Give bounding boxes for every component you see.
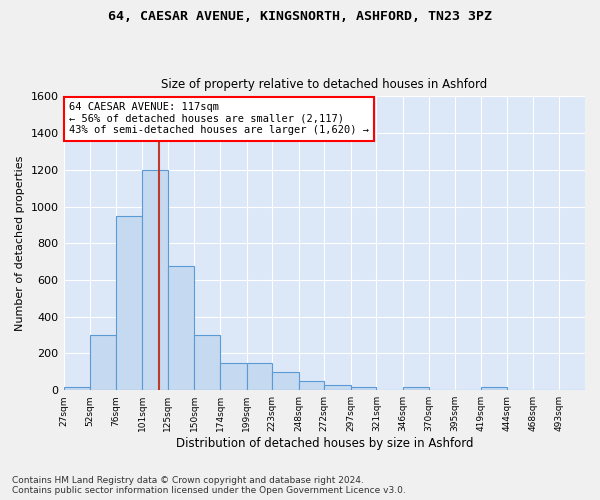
Bar xyxy=(299,381,324,390)
Text: 64, CAESAR AVENUE, KINGSNORTH, ASHFORD, TN23 3PZ: 64, CAESAR AVENUE, KINGSNORTH, ASHFORD, … xyxy=(108,10,492,23)
Bar xyxy=(142,170,168,390)
Bar xyxy=(168,266,194,390)
Bar xyxy=(351,386,376,390)
Text: 64 CAESAR AVENUE: 117sqm
← 56% of detached houses are smaller (2,117)
43% of sem: 64 CAESAR AVENUE: 117sqm ← 56% of detach… xyxy=(69,102,369,136)
Bar xyxy=(272,372,299,390)
Bar xyxy=(116,216,142,390)
Title: Size of property relative to detached houses in Ashford: Size of property relative to detached ho… xyxy=(161,78,487,91)
Bar xyxy=(220,362,247,390)
Y-axis label: Number of detached properties: Number of detached properties xyxy=(15,156,25,331)
Bar xyxy=(247,362,272,390)
Bar xyxy=(90,335,116,390)
X-axis label: Distribution of detached houses by size in Ashford: Distribution of detached houses by size … xyxy=(176,437,473,450)
Bar xyxy=(324,384,351,390)
Bar xyxy=(481,386,508,390)
Text: Contains HM Land Registry data © Crown copyright and database right 2024.
Contai: Contains HM Land Registry data © Crown c… xyxy=(12,476,406,495)
Bar xyxy=(194,335,220,390)
Bar xyxy=(403,386,428,390)
Bar xyxy=(64,386,90,390)
